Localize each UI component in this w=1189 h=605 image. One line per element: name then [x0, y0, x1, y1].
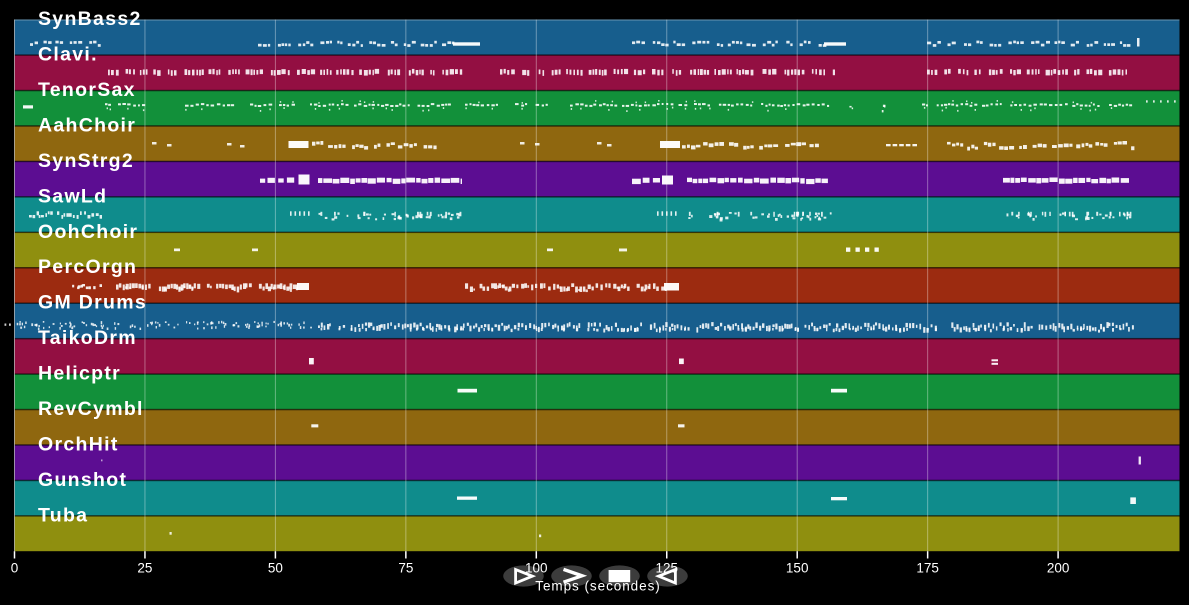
svg-text:Clavi.: Clavi.: [38, 44, 98, 66]
svg-text:TaikoDrm: TaikoDrm: [38, 327, 137, 349]
svg-text:GM Drums: GM Drums: [38, 292, 147, 314]
svg-text:25: 25: [137, 561, 152, 576]
svg-text:SynBass2: SynBass2: [38, 8, 142, 30]
svg-text:Tuba: Tuba: [38, 504, 88, 526]
svg-text:TenorSax: TenorSax: [38, 79, 136, 101]
svg-text:AahChoir: AahChoir: [38, 114, 136, 136]
svg-text:OohChoir: OohChoir: [38, 221, 138, 243]
svg-text:Gunshot: Gunshot: [38, 469, 127, 491]
svg-text:50: 50: [268, 561, 283, 576]
svg-text:SawLd: SawLd: [38, 185, 107, 207]
svg-text:PercOrgn: PercOrgn: [38, 256, 137, 278]
svg-text:175: 175: [916, 561, 939, 576]
svg-text:RevCymbl: RevCymbl: [38, 398, 144, 420]
svg-text:Temps (secondes): Temps (secondes): [535, 579, 661, 594]
svg-text:Helicptr: Helicptr: [38, 363, 121, 385]
svg-text:200: 200: [1047, 561, 1070, 576]
svg-text:75: 75: [398, 561, 413, 576]
svg-text:0: 0: [11, 561, 19, 576]
svg-text:100: 100: [525, 561, 548, 576]
svg-text:SynStrg2: SynStrg2: [38, 150, 134, 172]
svg-text:150: 150: [786, 561, 809, 576]
svg-text:OrchHit: OrchHit: [38, 434, 119, 456]
svg-text:125: 125: [656, 561, 679, 576]
